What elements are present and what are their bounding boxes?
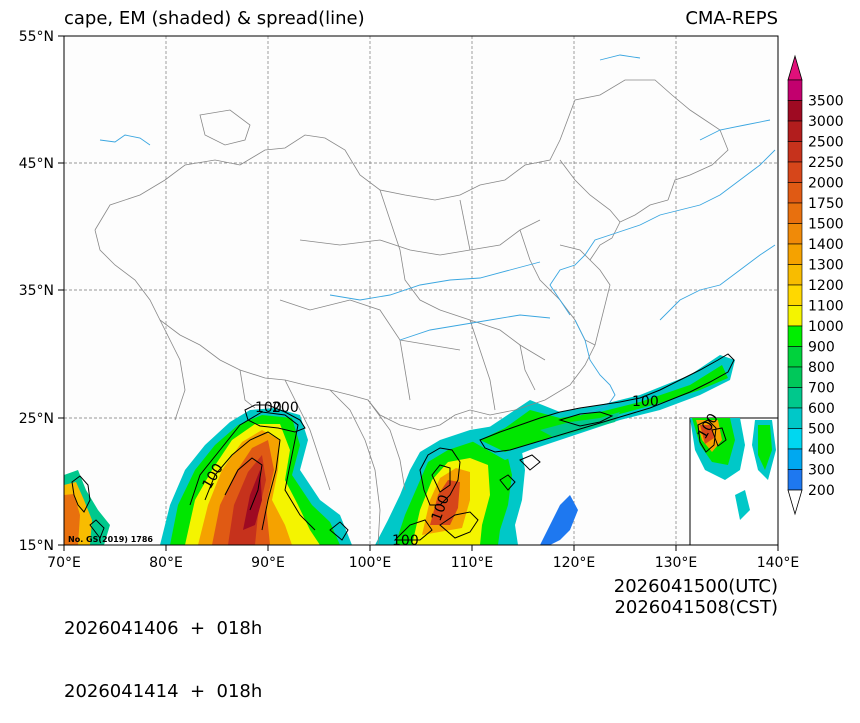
colorbar-label: 700 <box>808 381 835 397</box>
colorbar: 3500 3000 2500 2250 2000 1750 1500 1400 1300 1200… <box>787 54 844 516</box>
init-time-block: 2026041406 + 018h 2026041414 + 018h <box>64 576 262 723</box>
colorbar-swatch <box>787 161 803 183</box>
colorbar-label: 800 <box>808 360 835 376</box>
colorbar-swatch <box>787 407 803 429</box>
lat-label: 45°N <box>19 156 54 172</box>
latitude-labels: 55°N 45°N 35°N 25°N 15°N <box>19 29 54 554</box>
contour-label: 100 <box>255 400 282 416</box>
colorbar-swatch <box>787 325 803 347</box>
colorbar-swatch <box>787 305 803 327</box>
lon-label: 90°E <box>251 555 285 571</box>
map-credit: No. GS(2019) 1786 <box>68 535 153 544</box>
colorbar-swatch <box>787 264 803 286</box>
lat-label: 35°N <box>19 283 54 299</box>
lat-label: 15°N <box>19 538 54 554</box>
colorbar-label: 2000 <box>808 176 844 192</box>
lon-label: 70°E <box>47 555 81 571</box>
colorbar-label: 3500 <box>808 94 844 110</box>
colorbar-label: 300 <box>808 463 835 479</box>
colorbar-label: 500 <box>808 422 835 438</box>
valid-time-cst: 2026041508(CST) <box>614 597 778 618</box>
lon-label: 120°E <box>553 555 596 571</box>
inset-shading <box>690 418 776 520</box>
contour-label: 100 <box>632 394 659 410</box>
lon-label: 130°E <box>655 555 698 571</box>
contour-label: 100 <box>392 533 419 549</box>
colorbar-label: 3000 <box>808 114 844 130</box>
colorbar-swatch <box>787 366 803 388</box>
graticule <box>64 36 778 545</box>
colorbar-swatch <box>787 346 803 368</box>
lon-label: 80°E <box>149 555 183 571</box>
colorbar-top-arrow <box>787 54 803 81</box>
colorbar-bottom-arrow <box>787 489 803 516</box>
map-title: cape, EM (shaded) & spread(line) <box>64 8 365 29</box>
lon-label: 110°E <box>451 555 494 571</box>
colorbar-label: 1200 <box>808 278 844 294</box>
colorbar-label: 1400 <box>808 237 844 253</box>
colorbar-swatch <box>787 100 803 122</box>
init-time-cst: 2026041414 + 018h <box>64 681 263 702</box>
lon-label: 100°E <box>349 555 392 571</box>
spread-contours <box>71 353 735 541</box>
colorbar-label: 1750 <box>808 196 844 212</box>
colorbar-swatch <box>787 182 803 204</box>
colorbar-swatch <box>787 141 803 163</box>
map-figure: 100 100 100 100 100 200 100 No. GS(2019)… <box>19 29 844 571</box>
colorbar-swatch <box>787 284 803 306</box>
colorbar-swatch <box>787 428 803 450</box>
colorbar-label: 1100 <box>808 299 844 315</box>
coastlines-rivers <box>99 54 776 416</box>
cape-shading-indochina <box>375 425 525 545</box>
model-name: CMA-REPS <box>685 8 778 29</box>
colorbar-swatch <box>787 79 803 101</box>
contour-label: 200 <box>272 400 299 416</box>
colorbar-label: 900 <box>808 340 835 356</box>
colorbar-label: 1000 <box>808 319 844 335</box>
colorbar-label: 2250 <box>808 155 844 171</box>
valid-time-block: 2026041500(UTC) 2026041508(CST) <box>614 576 778 618</box>
colorbar-label: 1300 <box>808 258 844 274</box>
colorbar-swatch <box>787 448 803 470</box>
colorbar-swatch <box>787 202 803 224</box>
colorbar-swatch <box>787 223 803 245</box>
colorbar-label: 200 <box>808 483 835 499</box>
colorbar-swatch <box>787 120 803 142</box>
colorbar-swatch <box>787 243 803 265</box>
colorbar-label: 400 <box>808 442 835 458</box>
colorbar-swatch <box>787 469 803 491</box>
colorbar-label: 600 <box>808 401 835 417</box>
longitude-labels: 70°E 80°E 90°E 100°E 110°E 120°E 130°E 1… <box>47 555 799 571</box>
cape-shading-bay-of-bengal <box>64 408 352 545</box>
colorbar-swatch <box>787 387 803 409</box>
axis-ticks <box>58 35 779 551</box>
borders <box>94 79 729 545</box>
lon-label: 140°E <box>757 555 800 571</box>
colorbar-label: 1500 <box>808 217 844 233</box>
lat-label: 25°N <box>19 411 54 427</box>
init-time-utc: 2026041406 + 018h <box>64 618 263 639</box>
lat-label: 55°N <box>19 29 54 45</box>
valid-time-utc: 2026041500(UTC) <box>613 576 778 597</box>
colorbar-label: 2500 <box>808 135 844 151</box>
